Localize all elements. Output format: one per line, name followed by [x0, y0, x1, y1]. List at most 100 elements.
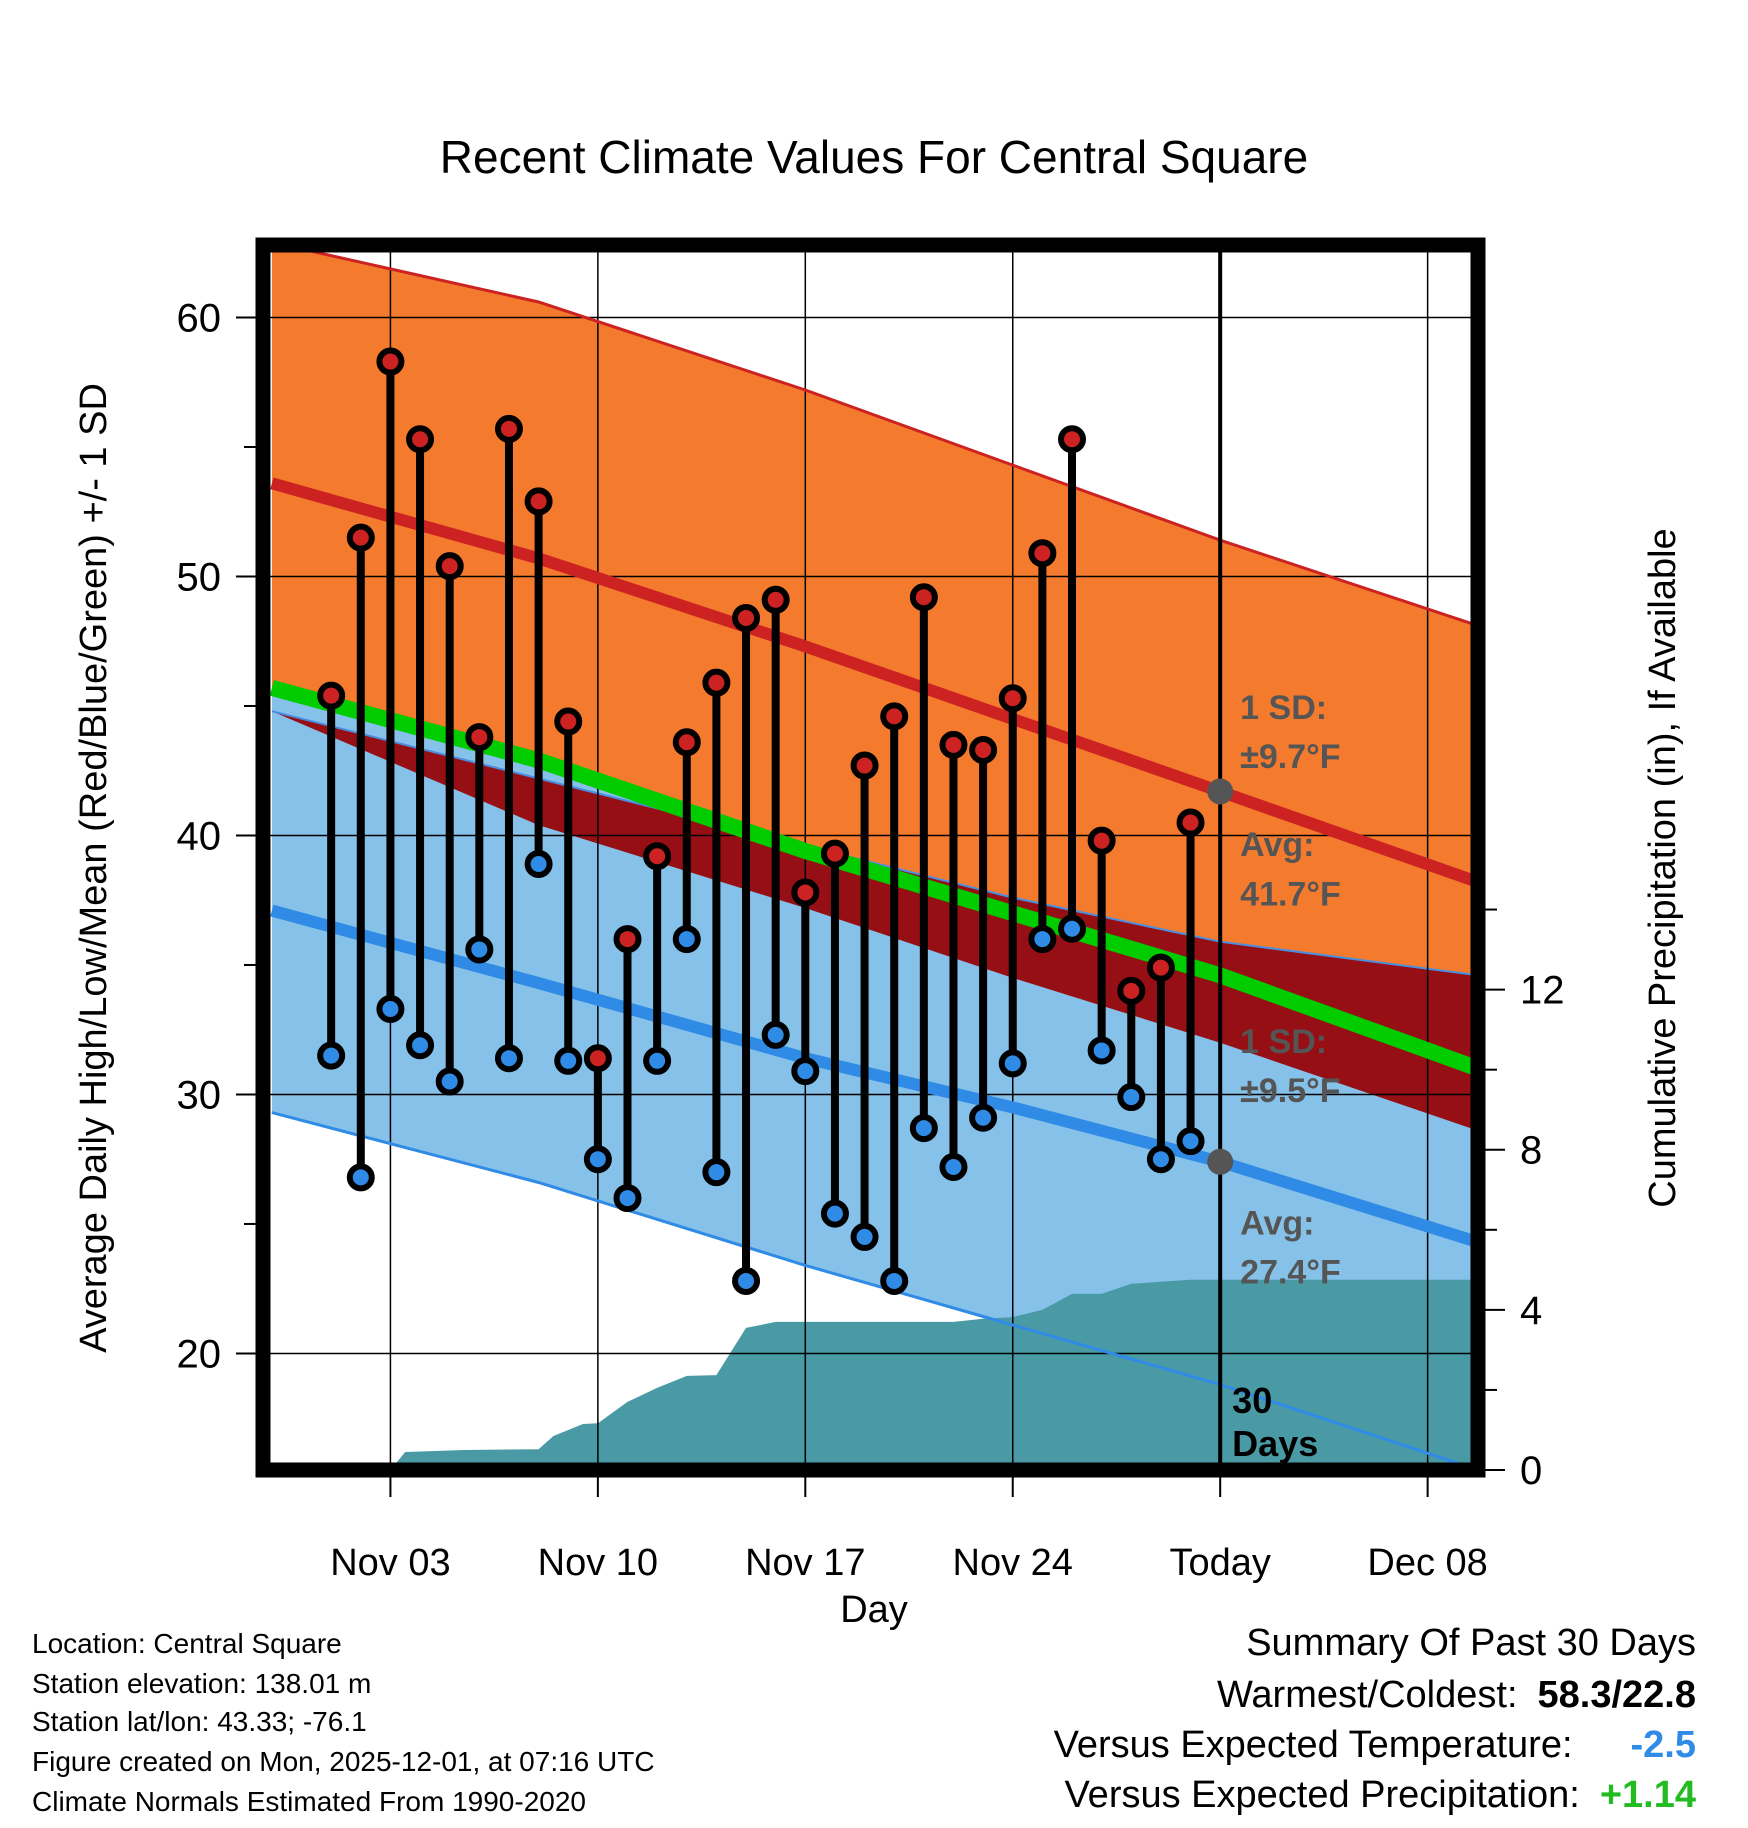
x-tick-label: Nov 17 — [745, 1542, 865, 1584]
daily-low-point — [613, 1184, 642, 1213]
daily-high-point — [880, 702, 909, 731]
daily-low-point — [672, 925, 701, 954]
x-tick-label: Nov 10 — [538, 1542, 658, 1584]
y-tick-label: 40 — [177, 814, 222, 858]
daily-low-point — [1058, 914, 1087, 943]
y-tick-label: 30 — [177, 1073, 222, 1117]
daily-low-point — [1176, 1127, 1205, 1156]
info-elevation: Station elevation: 138.01 m — [32, 1668, 372, 1699]
daily-low-point — [791, 1057, 820, 1086]
normal-low-line — [270, 904, 1478, 1248]
daily-low-point — [909, 1114, 938, 1143]
today-days-label: 30 — [1232, 1380, 1272, 1421]
today-low-marker — [1207, 1148, 1234, 1175]
daily-high-point — [643, 842, 672, 871]
daily-low-point — [435, 1067, 464, 1096]
normal-mean-line — [269, 680, 1478, 1077]
info-location: Location: Central Square — [32, 1628, 342, 1659]
daily-high-point — [317, 681, 346, 710]
summary-title: Summary Of Past 30 Days — [1246, 1622, 1696, 1664]
high-sd-label: 1 SD: — [1240, 689, 1327, 727]
summary-temp-value: -2.5 — [1630, 1724, 1696, 1766]
y2-tick-label: 4 — [1520, 1289, 1542, 1333]
daily-low-point — [1087, 1036, 1116, 1065]
y2-axis-label: Cumulative Precipitation (in), If Availa… — [1642, 528, 1684, 1207]
daily-low-point — [969, 1103, 998, 1132]
summary-warmest-row: Warmest/Coldest: 58.3/22.8 — [1217, 1676, 1696, 1714]
daily-low-point — [583, 1145, 612, 1174]
high-avg-value: 41.7°F — [1240, 875, 1341, 913]
daily-low-point — [880, 1266, 909, 1295]
daily-high-point — [732, 603, 761, 632]
daily-low-point — [376, 995, 405, 1024]
x-tick-label: Nov 03 — [330, 1542, 450, 1584]
daily-high-point — [1117, 976, 1146, 1005]
daily-high-point — [1087, 826, 1116, 855]
info-normals: Climate Normals Estimated From 1990-2020 — [32, 1786, 586, 1817]
daily-high-point — [909, 583, 938, 612]
daily-low-point — [524, 849, 553, 878]
daily-low-point — [317, 1041, 346, 1070]
daily-low-point — [850, 1222, 879, 1251]
y-tick-label: 20 — [177, 1332, 222, 1376]
daily-low-point — [1028, 925, 1057, 954]
x-tick-label: Dec 08 — [1367, 1542, 1487, 1584]
daily-high-point — [969, 736, 998, 765]
dark-band-top-edge — [271, 710, 1478, 977]
daily-high-point — [376, 347, 405, 376]
daily-high-point — [435, 552, 464, 581]
daily-high-point — [494, 414, 523, 443]
daily-high-point — [1146, 953, 1175, 982]
x-tick-label: Today — [1169, 1542, 1270, 1584]
today-days-label: Days — [1232, 1423, 1318, 1464]
daily-high-point — [850, 751, 879, 780]
daily-high-point — [613, 925, 642, 954]
y-tick-label: 50 — [177, 556, 222, 600]
daily-low-point — [820, 1199, 849, 1228]
high-plus-sd-line — [276, 245, 1478, 628]
high-avg-label: Avg: — [1240, 826, 1314, 864]
daily-high-point — [791, 878, 820, 907]
daily-high-point — [1028, 539, 1057, 568]
daily-high-point — [998, 684, 1027, 713]
daily-low-point — [939, 1152, 968, 1181]
daily-low-point — [406, 1031, 435, 1060]
daily-high-point — [554, 707, 583, 736]
daily-high-point — [406, 425, 435, 454]
daily-high-point — [702, 668, 731, 697]
daily-low-point — [702, 1158, 731, 1187]
daily-low-point — [465, 935, 494, 964]
summary-precip-row: Versus Expected Precipitation: +1.14 — [1064, 1776, 1696, 1814]
daily-high-point — [524, 487, 553, 516]
daily-high-point — [761, 585, 790, 614]
daily-low-point — [643, 1046, 672, 1075]
y2-tick-label: 0 — [1520, 1449, 1542, 1493]
high-sd-value: ±9.7°F — [1240, 738, 1340, 776]
chart-title: Recent Climate Values For Central Square — [440, 131, 1308, 183]
high-sd-band-upper — [271, 245, 1478, 883]
mean-sd-dark-band — [271, 711, 1478, 1131]
precipitation-area — [263, 1279, 1478, 1470]
y2-tick-label: 12 — [1520, 969, 1565, 1013]
daily-high-point — [939, 730, 968, 759]
daily-high-point — [1058, 425, 1087, 454]
summary-warmest-label: Warmest/Coldest: — [1216, 1674, 1518, 1716]
low-sd-value: ±9.5°F — [1240, 1072, 1340, 1110]
summary-temp-label: Versus Expected Temperature: — [1053, 1724, 1573, 1766]
daily-high-point — [465, 723, 494, 752]
info-created: Figure created on Mon, 2025-12-01, at 07… — [32, 1746, 655, 1777]
daily-low-point — [761, 1020, 790, 1049]
summary-precip-value: +1.14 — [1599, 1774, 1696, 1816]
daily-low-point — [732, 1266, 761, 1295]
daily-high-point — [820, 839, 849, 868]
summary-precip-label: Versus Expected Precipitation: — [1064, 1774, 1580, 1816]
y2-tick-label: 8 — [1520, 1129, 1542, 1173]
daily-high-point — [1176, 808, 1205, 837]
daily-high-point — [346, 523, 375, 552]
summary-temp-row: Versus Expected Temperature: -2.5 — [1054, 1726, 1696, 1764]
plot-frame — [255, 237, 1486, 1478]
summary-warmest-value: 58.3/22.8 — [1537, 1674, 1696, 1716]
daily-high-point — [583, 1044, 612, 1073]
y-tick-label: 60 — [177, 297, 222, 341]
